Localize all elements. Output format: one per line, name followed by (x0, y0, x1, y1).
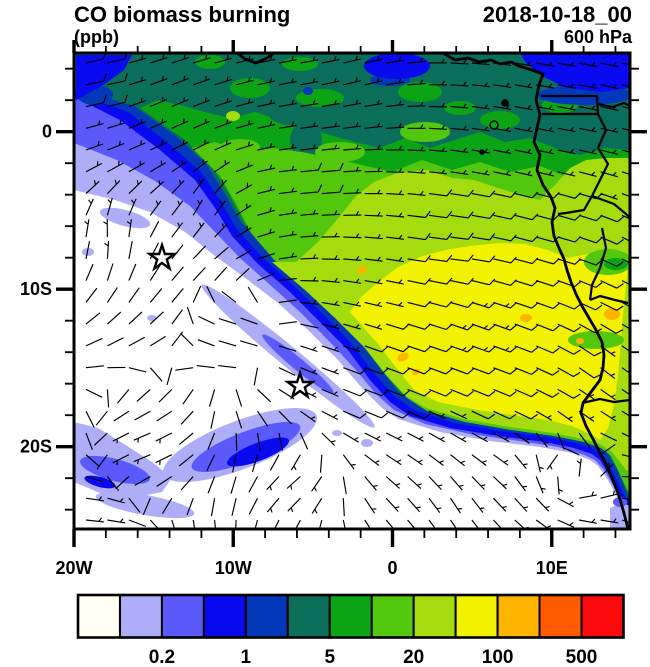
y-tick-label: 10S (20, 279, 52, 299)
x-tick-label: 0 (387, 558, 397, 578)
colorbar-cell (160, 594, 205, 639)
colorbar-cell (286, 594, 331, 639)
x-tick-label: 10E (536, 558, 568, 578)
colorbar-cell (244, 594, 289, 639)
coastline-and-borders (236, 53, 630, 529)
colorbar-label: 20 (403, 647, 424, 667)
colorbar: 0.2 1 5 20 100 500 (76, 593, 625, 667)
y-tick-label: 0 (42, 122, 52, 142)
colorbar-cell (538, 594, 583, 639)
y-tick-label: 20S (20, 437, 52, 457)
colorbar-label: 1 (241, 647, 252, 667)
units-label: (ppb) (74, 27, 119, 47)
colorbar-cell (77, 594, 121, 639)
axes: 20W 10W 0 10E 0 10S 20S (20, 40, 647, 578)
colorbar-label: 5 (324, 647, 335, 667)
pressure-level-label: 600 hPa (563, 27, 632, 47)
star-markers (145, 241, 317, 400)
colorbar-label: 500 (566, 647, 598, 667)
x-tick-label: 20W (55, 558, 92, 578)
colorbar-cell (412, 594, 457, 639)
wind-barbs (84, 53, 630, 529)
star-marker (145, 241, 179, 272)
colorbar-cell (118, 594, 163, 639)
colorbar-cell (328, 594, 373, 639)
colorbar-cell (496, 594, 541, 639)
colorbar-label: 0.2 (149, 647, 175, 667)
colorbar-cell (370, 594, 415, 639)
colorbar-cell (202, 594, 247, 639)
colorbar-cell (580, 594, 625, 639)
plot-title: CO biomass burning (74, 2, 291, 27)
x-tick-label: 10W (215, 558, 252, 578)
colorbar-label: 100 (482, 647, 514, 667)
star-marker (283, 369, 317, 400)
colorbar-cell (454, 594, 499, 639)
valid-time: 2018-10-18_00 (482, 2, 632, 27)
